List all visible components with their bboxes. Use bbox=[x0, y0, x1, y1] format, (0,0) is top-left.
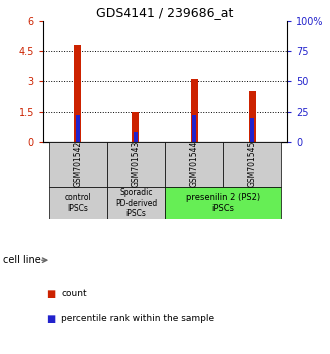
Text: GSM701542: GSM701542 bbox=[73, 141, 82, 187]
Bar bbox=[249, 91, 256, 142]
Bar bbox=[192, 115, 196, 142]
Bar bbox=[250, 118, 254, 142]
Text: presenilin 2 (PS2)
iPSCs: presenilin 2 (PS2) iPSCs bbox=[186, 193, 260, 213]
Bar bbox=[134, 132, 138, 142]
Bar bbox=[74, 45, 81, 142]
Text: cell line: cell line bbox=[3, 255, 41, 265]
Text: GSM701544: GSM701544 bbox=[189, 141, 199, 188]
Text: ■: ■ bbox=[46, 289, 55, 299]
Bar bbox=[223, 142, 281, 187]
Text: Sporadic
PD-derived
iPSCs: Sporadic PD-derived iPSCs bbox=[115, 188, 157, 218]
Bar bbox=[107, 142, 165, 187]
Text: control
IPSCs: control IPSCs bbox=[64, 193, 91, 213]
Text: GSM701545: GSM701545 bbox=[248, 141, 257, 188]
Bar bbox=[165, 142, 223, 187]
Title: GDS4141 / 239686_at: GDS4141 / 239686_at bbox=[96, 6, 234, 19]
Bar bbox=[165, 187, 281, 219]
Bar bbox=[49, 142, 107, 187]
Text: ■: ■ bbox=[46, 314, 55, 324]
Bar bbox=[49, 187, 107, 219]
Bar bbox=[191, 80, 198, 142]
Bar bbox=[132, 112, 139, 142]
Text: percentile rank within the sample: percentile rank within the sample bbox=[61, 314, 214, 323]
Bar bbox=[107, 187, 165, 219]
Bar bbox=[76, 115, 80, 142]
Text: GSM701543: GSM701543 bbox=[131, 141, 141, 188]
Text: count: count bbox=[61, 289, 87, 298]
